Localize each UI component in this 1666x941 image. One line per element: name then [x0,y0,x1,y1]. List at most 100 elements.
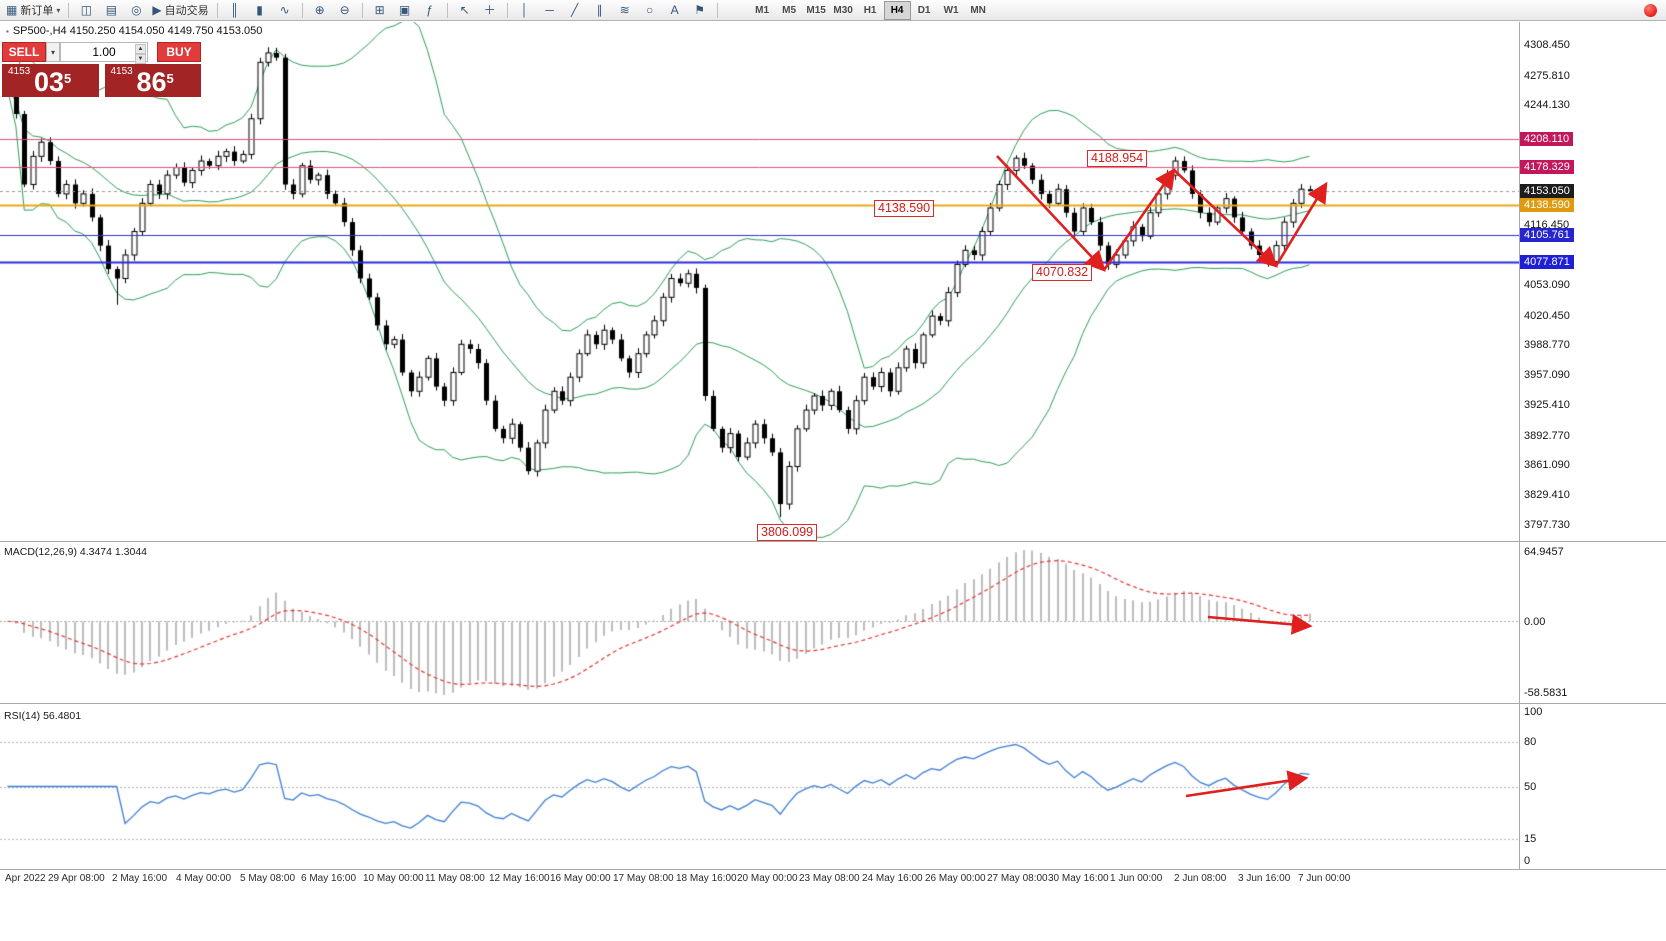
volume-input[interactable]: 1.00 ▲ ▼ [60,42,148,64]
price-annotation-box[interactable]: 3806.099 [757,524,818,541]
price-tick: 3861.090 [1524,459,1570,472]
vertical-line-icon: │ [520,3,529,17]
timeframe-m15-button[interactable]: M15 [806,4,826,16]
main-chart-canvas[interactable] [0,22,1519,541]
toolbar-separator [446,2,448,18]
timeframe-d1-button[interactable]: D1 [917,4,931,16]
sell-price-prefix: 4153 [8,66,31,77]
toolbar-trendline-button[interactable]: ╱ [563,1,587,19]
time-tick: 18 May 16:00 [676,873,737,884]
toolbar-channel-button[interactable]: ∥ [588,1,612,19]
cursor-icon: ↖ [459,3,470,17]
toolbar-fibonacci-button[interactable]: ≋ [613,1,637,19]
toolbar-separator [301,2,303,18]
rsi-scale-label: 100 [1524,706,1543,718]
toolbar-horizontal-line-button[interactable]: ─ [538,1,562,19]
tile-windows-icon: ⊞ [374,3,385,17]
price-tick: 3957.090 [1524,369,1570,382]
ellipse-icon: ○ [645,3,654,17]
toolbar-arrange-button[interactable]: ▣ [393,1,417,19]
toolbar: ▦ 新订单 ▾ ◫ ▤ ◎ ▶ 自动交易 ║ ▮ ∿ ⊕ ⊖ ⊞ ▣ ƒ ↖ ＋ │ ─ ╱ ∥ ≋ ○ A ⚑ M1 M5 M15 M3… [0,0,1666,21]
price-tick: 3892.770 [1524,429,1570,442]
time-tick: Apr 2022 [5,873,46,884]
time-tick: 3 Jun 16:00 [1238,873,1291,884]
toolbar-tile-windows-button[interactable]: ⊞ [368,1,392,19]
price-tick: 4244.130 [1524,99,1570,112]
toolbar-crosshair-button[interactable]: ＋ [478,1,502,19]
price-tick: 3797.730 [1524,519,1570,531]
price-annotation-box[interactable]: 4138.590 [874,200,935,217]
sell-button[interactable]: SELL [2,42,46,62]
buy-price-sup: 5 [166,71,174,86]
toolbar-auto-trading-button[interactable]: ▶ 自动交易 [149,1,211,19]
buy-price-display[interactable]: 4153 86 5 [104,64,201,97]
toolbar-text-button[interactable]: A [663,1,687,19]
text-icon: A [670,3,679,17]
price-tick: 4275.810 [1524,69,1570,82]
buy-price-prefix: 4153 [110,66,133,77]
toolbar-candle-chart-button[interactable]: ▮ [248,1,272,19]
toolbar-bar-chart-button[interactable]: ║ [223,1,247,19]
price-level-label: 4153.050 [1520,184,1574,199]
time-tick: 29 Apr 08:00 [48,873,105,884]
pane-separator [0,869,1666,870]
toolbar-zoom-out-button[interactable]: ⊖ [333,1,357,19]
timeframe-m1-button[interactable]: M1 [755,4,770,16]
toolbar-zoom-in-button[interactable]: ⊕ [308,1,332,19]
price-tick: 4020.450 [1524,309,1570,322]
chart-icon: ▪ [6,26,9,36]
toolbar-cursor-button[interactable]: ↖ [453,1,477,19]
timeframe-h4-button[interactable]: H4 [883,0,911,20]
toolbar-new-order-button[interactable]: ▦ 新订单 ▾ [3,1,63,19]
toolbar-charts-button[interactable]: ◫ [74,1,98,19]
chart-title: ▪ SP500-,H4 4150.250 4154.050 4149.750 4… [6,25,262,37]
pane-separator[interactable] [0,541,1666,542]
notification-badge-icon[interactable] [1644,4,1657,17]
timeframe-m5-button[interactable]: M5 [782,4,797,16]
macd-pane-canvas[interactable] [0,542,1519,703]
price-tick: 3925.410 [1524,399,1570,411]
indicators-icon: ƒ [426,3,433,17]
time-tick: 11 May 08:00 [425,873,485,884]
timeframe-mn-button[interactable]: MN [970,4,986,16]
toolbar-separator [216,2,218,18]
toolbar-indicators-button[interactable]: ƒ [418,1,442,19]
price-tick: 4053.090 [1524,279,1570,291]
time-tick: 23 May 08:00 [799,873,860,884]
new-order-label: 新订单 [20,5,54,17]
sell-price-display[interactable]: 4153 03 5 [2,64,99,97]
axis-separator [1519,22,1520,869]
timeframe-group: M1 M5 M15 M30 H1 H4 D1 W1 MN [749,0,992,20]
price-annotation-box[interactable]: 4070.832 [1032,264,1093,281]
order-options-caret-icon[interactable]: ▾ [46,42,60,62]
price-tick: 4116.450 [1524,219,1570,232]
arrange-icon: ▣ [398,3,411,17]
toolbar-vertical-line-button[interactable]: │ [513,1,537,19]
volume-down-button[interactable]: ▼ [135,54,146,64]
buy-button[interactable]: BUY [157,42,201,62]
toolbar-arrows-button[interactable]: ⚑ [688,1,712,19]
volume-up-button[interactable]: ▲ [135,44,146,54]
timeframe-w1-button[interactable]: W1 [943,4,959,16]
horizontal-line-icon: ─ [545,3,554,17]
price-level-label: 4178.329 [1520,160,1574,175]
macd-scale-label: -58.5831 [1524,687,1568,699]
toolbar-line-chart-button[interactable]: ∿ [273,1,297,19]
price-annotation-box[interactable]: 4188.954 [1087,150,1148,167]
rsi-label: RSI(14) 56.4801 [4,710,82,722]
toolbar-profiles-button[interactable]: ▤ [99,1,123,19]
time-tick: 10 May 00:00 [363,873,424,884]
price-tick: 4308.450 [1524,39,1570,51]
pane-separator[interactable] [0,703,1666,704]
time-tick: 12 May 16:00 [489,873,550,884]
time-tick: 16 May 00:00 [550,873,611,884]
timeframe-h1-button[interactable]: H1 [863,4,877,16]
time-tick: 4 May 00:00 [176,873,232,884]
bar-chart-icon: ║ [230,3,239,17]
rsi-pane-canvas[interactable] [0,704,1519,869]
timeframe-m30-button[interactable]: M30 [833,4,853,16]
toolbar-navigator-button[interactable]: ◎ [124,1,148,19]
time-tick: 24 May 16:00 [862,873,923,884]
trendline-icon: ╱ [570,3,579,17]
toolbar-ellipse-button[interactable]: ○ [638,1,662,19]
